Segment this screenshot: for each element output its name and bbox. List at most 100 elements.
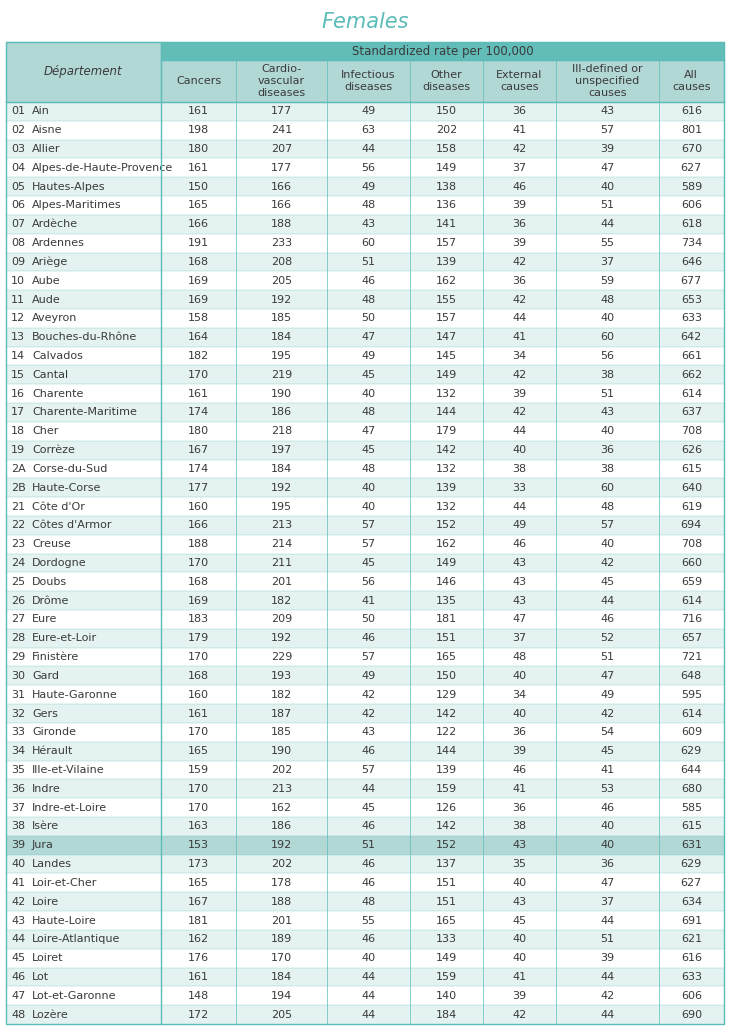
Text: 189: 189: [271, 934, 292, 944]
Text: 04: 04: [11, 163, 25, 172]
Text: Haute-Loire: Haute-Loire: [32, 915, 97, 926]
Text: 166: 166: [188, 520, 210, 530]
Bar: [6, 610, 724, 628]
Text: 644: 644: [680, 765, 702, 775]
Text: 40: 40: [512, 878, 526, 888]
Text: 60: 60: [600, 483, 614, 492]
Text: 680: 680: [681, 783, 702, 794]
Text: Calvados: Calvados: [32, 351, 83, 361]
Text: Drôme: Drôme: [32, 595, 69, 606]
Text: 144: 144: [436, 408, 457, 418]
Text: 165: 165: [436, 652, 457, 663]
Text: 721: 721: [680, 652, 702, 663]
Text: 46: 46: [361, 878, 375, 888]
Text: 41: 41: [361, 595, 375, 606]
Text: Cancers: Cancers: [176, 76, 221, 86]
Text: 708: 708: [680, 539, 702, 549]
Text: 19: 19: [11, 445, 25, 455]
Text: 41: 41: [11, 878, 25, 888]
Text: 660: 660: [681, 558, 702, 568]
Text: 40: 40: [512, 709, 526, 718]
Text: Lot: Lot: [32, 972, 49, 982]
Text: 646: 646: [681, 257, 702, 267]
Text: 142: 142: [436, 821, 457, 832]
Bar: [6, 553, 724, 573]
Bar: [6, 459, 724, 478]
Text: 37: 37: [600, 897, 614, 907]
Text: 161: 161: [188, 709, 210, 718]
Bar: [6, 102, 724, 121]
Text: 198: 198: [188, 125, 210, 135]
Text: 159: 159: [436, 972, 457, 982]
Text: 36: 36: [600, 445, 614, 455]
Text: 633: 633: [681, 314, 702, 323]
Text: Loire: Loire: [32, 897, 59, 907]
Text: 56: 56: [361, 163, 375, 172]
Text: 136: 136: [436, 200, 457, 211]
Text: 178: 178: [271, 878, 292, 888]
Text: 129: 129: [436, 689, 457, 700]
Text: 51: 51: [600, 934, 614, 944]
Text: 172: 172: [188, 1009, 210, 1020]
Text: 49: 49: [512, 520, 526, 530]
Text: 184: 184: [436, 1009, 457, 1020]
Text: 44: 44: [512, 426, 526, 437]
Text: Gard: Gard: [32, 671, 59, 681]
Text: 132: 132: [436, 389, 457, 398]
Text: 46: 46: [361, 859, 375, 869]
Text: 213: 213: [271, 783, 292, 794]
Text: All
causes: All causes: [672, 70, 710, 92]
Text: 180: 180: [188, 426, 210, 437]
Text: Haute-Garonne: Haute-Garonne: [32, 689, 118, 700]
Text: 233: 233: [271, 238, 292, 248]
Text: 182: 182: [271, 595, 292, 606]
Text: 619: 619: [681, 502, 702, 512]
Text: 48: 48: [361, 294, 375, 304]
Text: 202: 202: [271, 765, 292, 775]
Text: 43: 43: [361, 728, 375, 737]
Bar: [6, 422, 724, 441]
Text: 39: 39: [11, 840, 25, 850]
Text: 39: 39: [512, 238, 526, 248]
Text: 09: 09: [11, 257, 25, 267]
Text: 169: 169: [188, 595, 210, 606]
Text: 55: 55: [600, 238, 614, 248]
Text: 36: 36: [512, 106, 526, 117]
Text: Standardized rate per 100,000: Standardized rate per 100,000: [352, 44, 534, 58]
Text: 43: 43: [512, 558, 526, 568]
Text: 205: 205: [271, 1009, 292, 1020]
Text: 157: 157: [436, 314, 457, 323]
Text: 170: 170: [188, 369, 210, 380]
Text: 168: 168: [188, 257, 210, 267]
Text: 31: 31: [11, 689, 25, 700]
Text: Corrèze: Corrèze: [32, 445, 75, 455]
Text: 165: 165: [188, 878, 210, 888]
Text: 36: 36: [512, 803, 526, 812]
Bar: [6, 139, 724, 159]
Text: 177: 177: [271, 163, 292, 172]
Text: 48: 48: [600, 294, 614, 304]
Text: 694: 694: [680, 520, 702, 530]
Text: 166: 166: [271, 182, 292, 192]
Text: Aude: Aude: [32, 294, 61, 304]
Text: Doubs: Doubs: [32, 577, 67, 587]
Text: 148: 148: [188, 991, 210, 1001]
Text: 659: 659: [681, 577, 702, 587]
Text: 662: 662: [681, 369, 702, 380]
Text: 190: 190: [271, 746, 292, 756]
Text: 44: 44: [361, 1009, 375, 1020]
Text: 42: 42: [600, 991, 614, 1001]
Text: 23: 23: [11, 539, 25, 549]
Text: 37: 37: [512, 163, 526, 172]
Text: 170: 170: [271, 954, 292, 963]
Text: 138: 138: [436, 182, 457, 192]
Text: 47: 47: [361, 332, 375, 343]
Text: 149: 149: [436, 369, 457, 380]
Bar: [6, 930, 724, 948]
Text: 152: 152: [436, 520, 457, 530]
Text: 207: 207: [271, 144, 292, 154]
Bar: [6, 535, 724, 553]
Text: 180: 180: [188, 144, 210, 154]
Text: 637: 637: [681, 408, 702, 418]
Text: 38: 38: [600, 464, 614, 474]
